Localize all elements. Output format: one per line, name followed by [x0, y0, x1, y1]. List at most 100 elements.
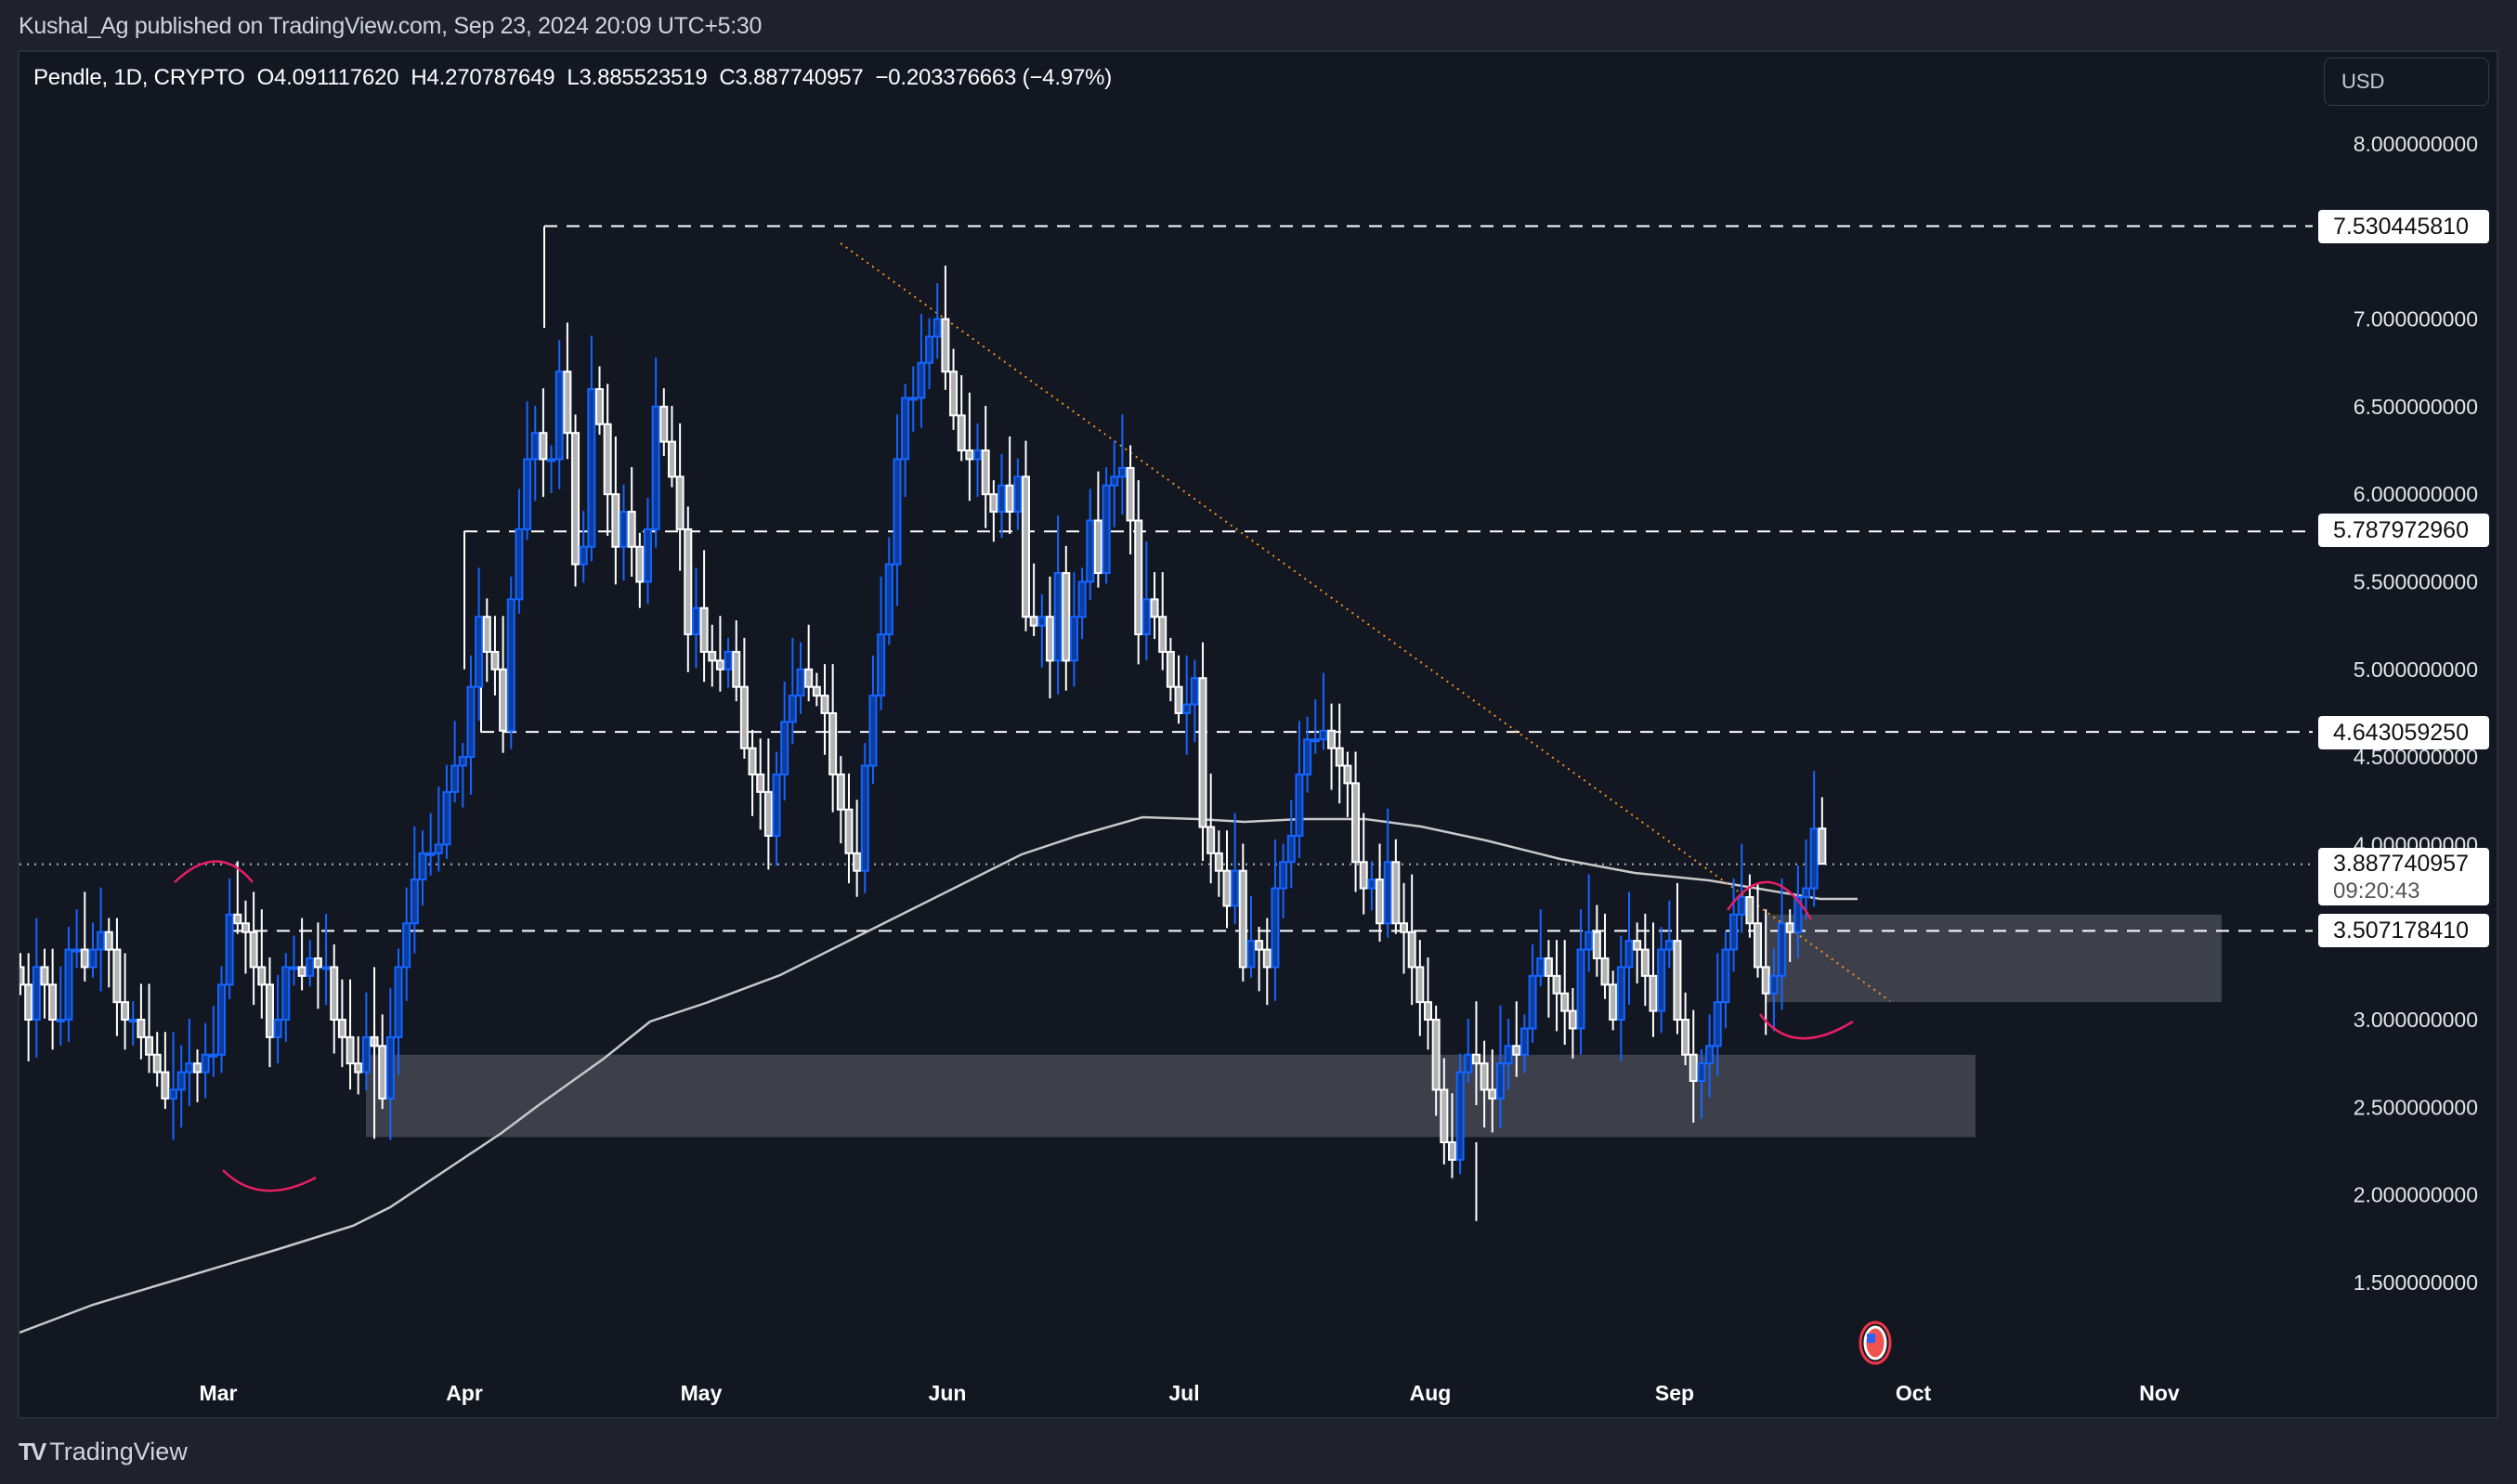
candle-down: [1649, 974, 1658, 1012]
candle-down: [1029, 616, 1038, 627]
candle-up: [1713, 1001, 1722, 1048]
candle-up: [1528, 974, 1537, 1030]
candle-up: [908, 397, 918, 401]
candle-down: [539, 432, 548, 461]
candle-up: [361, 1035, 371, 1074]
candle-down: [1150, 598, 1159, 618]
candle-down: [499, 668, 508, 732]
time-axis-label: Jun: [929, 1381, 967, 1405]
candle-down: [482, 616, 491, 653]
candle-down: [635, 545, 645, 583]
candle-down: [1376, 879, 1385, 925]
candle-down: [804, 668, 814, 688]
candle-up: [724, 650, 733, 670]
annotation-arc-bottom-left: [222, 1169, 317, 1192]
candle-up: [402, 922, 411, 969]
candle-up: [1536, 957, 1545, 977]
candle-up: [788, 695, 797, 723]
candle-up: [1367, 879, 1376, 890]
candle-up: [475, 616, 484, 688]
candle-up: [1069, 616, 1078, 662]
price-tag-7.53: 7.530445810: [2318, 210, 2489, 243]
candle-up: [547, 458, 556, 462]
ohlc-change: −0.203376663 (−4.97%): [875, 65, 1113, 90]
price-axis-label: 5.500000000: [2354, 570, 2478, 594]
candle-down: [1440, 1088, 1449, 1144]
candle-down: [659, 405, 669, 443]
candle-down: [193, 1062, 202, 1074]
price-axis-label: 6.500000000: [2354, 395, 2478, 419]
us-flag-event-icon[interactable]: [1858, 1321, 1892, 1365]
candle-up: [410, 879, 419, 925]
chart-pane[interactable]: [18, 50, 2498, 1419]
candle-up: [619, 511, 628, 548]
candle-down: [48, 983, 58, 1022]
candle-up: [1013, 475, 1023, 514]
candle-down: [145, 1035, 154, 1056]
bar-countdown: 09:20:43: [2333, 879, 2420, 904]
candle-up: [893, 458, 902, 566]
candle-down: [739, 685, 749, 749]
candle-up: [1616, 966, 1625, 1022]
candle-down: [1005, 484, 1014, 514]
candle-up: [64, 948, 73, 1021]
published-caption: Kushal_Ag published on TradingView.com, …: [19, 13, 763, 39]
candle-up: [780, 721, 789, 775]
candle-up: [97, 931, 106, 951]
candle-up: [515, 527, 524, 601]
candle-down: [161, 1071, 170, 1100]
candle-down: [1488, 1088, 1497, 1100]
candle-up: [1737, 895, 1746, 916]
candle-down: [297, 966, 306, 977]
candle-down: [121, 1001, 130, 1022]
candle-down: [152, 1053, 162, 1074]
candle-down: [844, 808, 854, 854]
candle-up: [1077, 580, 1087, 618]
brand-name[interactable]: TradingView: [49, 1438, 188, 1465]
candle-up: [201, 1053, 210, 1074]
candle-down: [1174, 685, 1183, 714]
demand-zone-lower: [366, 1054, 1976, 1138]
candle-up: [1110, 475, 1119, 487]
candle-up: [1279, 861, 1288, 890]
candle-up: [691, 606, 700, 636]
tradingview-logo-icon[interactable]: TV: [19, 1438, 46, 1465]
candle-down: [957, 414, 966, 452]
candle-up: [932, 318, 942, 338]
candle-up: [394, 966, 403, 1038]
descending-trendline: [840, 242, 1891, 1002]
price-tag-4.64: 4.643059250: [2318, 716, 2489, 749]
candle-up: [1141, 598, 1151, 636]
candle-down: [1238, 869, 1247, 969]
candle-down: [1552, 974, 1561, 995]
candle-up: [1455, 1071, 1465, 1161]
candle-up: [1102, 484, 1111, 575]
candle-down: [595, 388, 605, 425]
candle-down: [1400, 922, 1409, 933]
candle-up: [1086, 519, 1095, 583]
candle-up: [643, 527, 652, 583]
time-axis-label: Nov: [2139, 1381, 2180, 1405]
candle-up: [651, 405, 660, 530]
candle-up: [169, 1088, 178, 1100]
candle-up: [1053, 572, 1063, 662]
price-axis-label: 8.000000000: [2354, 132, 2478, 156]
candle-up: [1769, 974, 1779, 995]
price-axis-label: 3.000000000: [2354, 1008, 2478, 1032]
symbol-name: Pendle, 1D, CRYPTO: [33, 65, 245, 90]
candle-up: [321, 966, 331, 970]
candle-down: [40, 966, 49, 986]
candle-down: [812, 685, 821, 697]
candle-down: [1431, 1019, 1441, 1091]
candle-down: [1480, 1062, 1489, 1091]
candle-up: [1295, 773, 1304, 837]
candle-up: [998, 484, 1007, 514]
candle-down: [708, 650, 717, 662]
candle-down: [1166, 650, 1175, 688]
candle-up: [217, 983, 226, 1056]
candle-down: [756, 773, 765, 793]
candle-down: [1754, 922, 1763, 969]
candle-up: [281, 966, 291, 1022]
currency-button[interactable]: USD: [2324, 58, 2489, 106]
